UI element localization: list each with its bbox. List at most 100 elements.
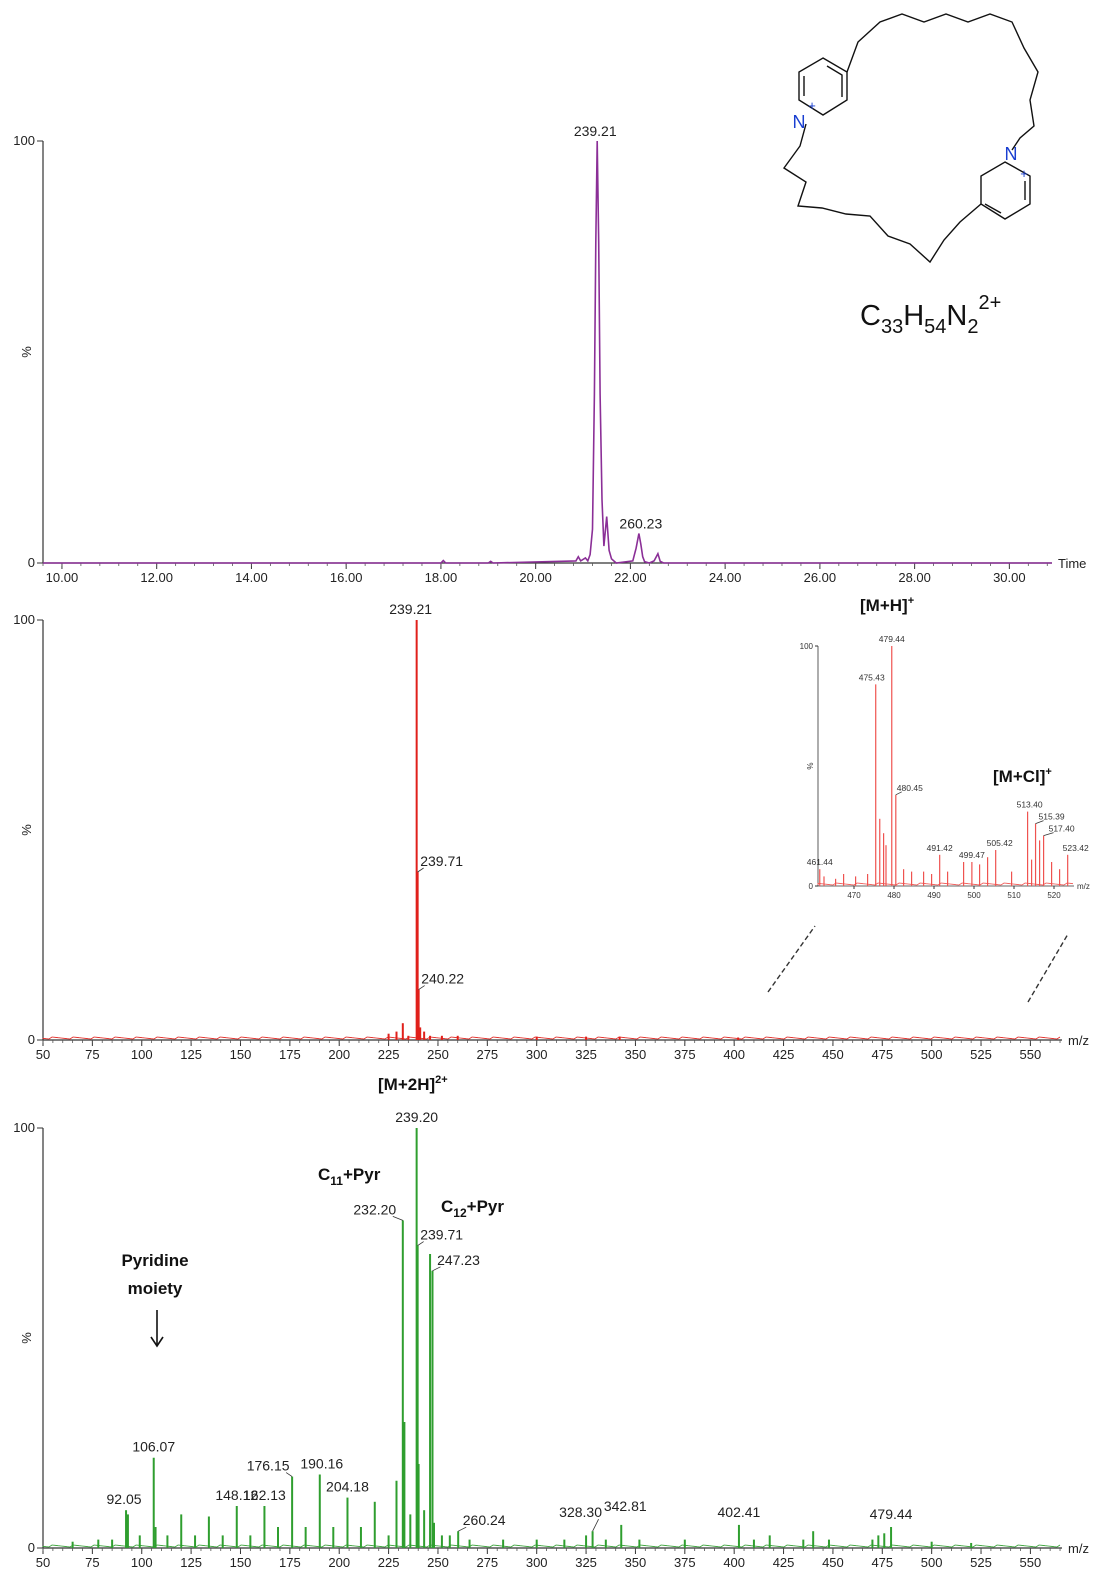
ms1_inset-peak-label: 523.42 [1063,843,1089,853]
ms2-xtick-label: 50 [36,1555,50,1570]
ms2-peak-label: 328.30 [559,1504,602,1520]
ms2-xtick-label: 75 [85,1555,99,1570]
ms2-ylabel: % [19,1332,34,1344]
ms2-peak-label: 239.20 [395,1109,438,1125]
ms2-xtick-label: 200 [328,1555,350,1570]
ms1-xtick-label: 325 [575,1047,597,1062]
ms2-ytick-label: 0 [28,1540,35,1555]
ms1_inset-peak-label: 499.47 [959,850,985,860]
ms1_inset-ylabel: % [806,762,815,769]
ms2-xtick-label: 225 [378,1555,400,1570]
annotation-pyridine: Pyridine [121,1251,188,1270]
chromatogram-xtick-label: 26.00 [804,570,837,585]
nitrogen-charge-1: + [808,98,816,113]
ms1-label-leader [417,867,424,873]
ms1_inset-xtick-label: 490 [927,891,941,900]
ms1_inset-label-leader [895,791,902,796]
ms2-ytick-label: 100 [13,1120,35,1135]
ms1_inset-peak-label: 480.45 [897,783,923,793]
ms2-label-leader [417,1241,424,1246]
ms2-xtick-label: 425 [773,1555,795,1570]
chromatogram-xtick-label: 22.00 [614,570,647,585]
ms1-label-leader [418,985,425,990]
ms1-peak-label: 239.21 [389,601,432,617]
ms1_inset-peak-label: 513.40 [1017,800,1043,810]
chromatogram-xtick-label: 14.00 [235,570,268,585]
ms1-xtick-label: 75 [85,1047,99,1062]
ms2-label-leader [458,1526,467,1532]
ms2-peak-label: 247.23 [437,1252,480,1268]
annotation-mh: [M+H]+ [860,595,914,615]
ms2-peak-label: 176.15 [247,1458,290,1474]
chromatogram-ytick-label: 100 [13,133,35,148]
chromatogram-xtick-label: 18.00 [425,570,458,585]
ms2-peak-label: 402.41 [718,1504,761,1520]
chromatogram-peak-label: 239.21 [574,123,617,139]
ms2-peak-label: 106.07 [132,1439,175,1455]
ms1-xtick-label: 50 [36,1047,50,1062]
nitrogen-label-2: N [1005,144,1018,164]
ms1-baseline-noise [42,1036,1061,1040]
ms1_inset-peak-label: 517.40 [1049,824,1075,834]
molecular-formula: C33H54N22+ [860,292,1001,338]
ms1-peak-label: 240.22 [421,971,464,987]
ms1-xtick-label: 150 [230,1047,252,1062]
ms1-xtick-label: 350 [625,1047,647,1062]
inset-guide-right [1027,933,1069,1003]
ms1_inset-xtick-label: 500 [967,891,981,900]
ms2-xtick-label: 250 [427,1555,449,1570]
ms1_inset-peak-label: 461.44 [807,857,833,867]
ms1-xtick-label: 500 [921,1047,943,1062]
ms1-xtick-label: 400 [723,1047,745,1062]
macrocycle-structure [782,13,1039,264]
ms1-xtick-label: 450 [822,1047,844,1062]
ms1_inset-ytick-label: 0 [809,882,814,891]
ms2-peak-label: 92.05 [107,1491,142,1507]
annotation-mcl: [M+Cl]+ [993,766,1052,786]
chromatogram-ylabel: % [19,346,34,358]
ms1_inset-ytick-label: 100 [800,642,814,651]
inset-guide-left [767,925,816,993]
chromatogram-xtick-label: 12.00 [140,570,173,585]
ms1-xtick-label: 475 [871,1047,893,1062]
ms1-xtick-label: 525 [970,1047,992,1062]
ms2-peak-label: 260.24 [463,1512,506,1528]
ms2-peak-label: 232.20 [353,1201,396,1217]
ms2-xtick-label: 175 [279,1555,301,1570]
ms2-peak-label: 342.81 [604,1498,647,1514]
ms2-peak-label: 479.44 [870,1506,913,1522]
ms1_inset-baseline-noise [817,882,1074,886]
ms2-label-leader [432,1266,441,1272]
ms2-xtick-label: 275 [476,1555,498,1570]
ms1-xtick-label: 175 [279,1047,301,1062]
chromatogram-peak-label: 260.23 [619,515,662,531]
ms1_inset-xlabel: m/z [1077,882,1090,891]
annotation-moiety: moiety [128,1279,183,1298]
ms2-xtick-label: 125 [180,1555,202,1570]
ms2-label-leader [285,1472,293,1477]
ms1-spectrum-panel: 0 100% 50 75 100 125 150 175 200 225 250 275 300 325 3… [13,601,1089,1062]
ms2-xtick-label: 350 [625,1555,647,1570]
ms1-xtick-label: 425 [773,1047,795,1062]
ms2-spectrum-panel: 0 100% 50 75 100 125 150 175 200 225 250 275 300 325 3… [13,1109,1089,1570]
ms1-xtick-label: 250 [427,1047,449,1062]
ms1-xtick-label: 550 [1020,1047,1042,1062]
ms1-peak-label: 239.71 [420,853,463,869]
chromatogram-trace [43,140,1052,564]
ms2-xtick-label: 375 [674,1555,696,1570]
ms1-inset-panel: 0 100% 470 480 490 500 510 520 m/z 461.44 475.43 47… [800,634,1090,900]
ms1-xtick-label: 300 [526,1047,548,1062]
ms2-xtick-label: 525 [970,1555,992,1570]
chromatogram-xtick-label: 24.00 [709,570,742,585]
ms1-xtick-label: 100 [131,1047,153,1062]
annotation-c11-pyr: C11+Pyr [318,1165,381,1188]
ms1_inset-xtick-label: 480 [887,891,901,900]
chromatogram-xtick-label: 28.00 [898,570,931,585]
nitrogen-label-1: N [793,112,806,132]
ms2-peak-label: 239.71 [420,1227,463,1243]
annotation-c12-pyr: C12+Pyr [441,1197,504,1220]
ms2-xtick-label: 100 [131,1555,153,1570]
ms2-xtick-label: 450 [822,1555,844,1570]
ms2-label-leader [592,1519,599,1532]
chromatogram-panel: 0 100% 10.00 12.00 14.00 16.00 18.00 20.00 22.00… [13,123,1086,585]
